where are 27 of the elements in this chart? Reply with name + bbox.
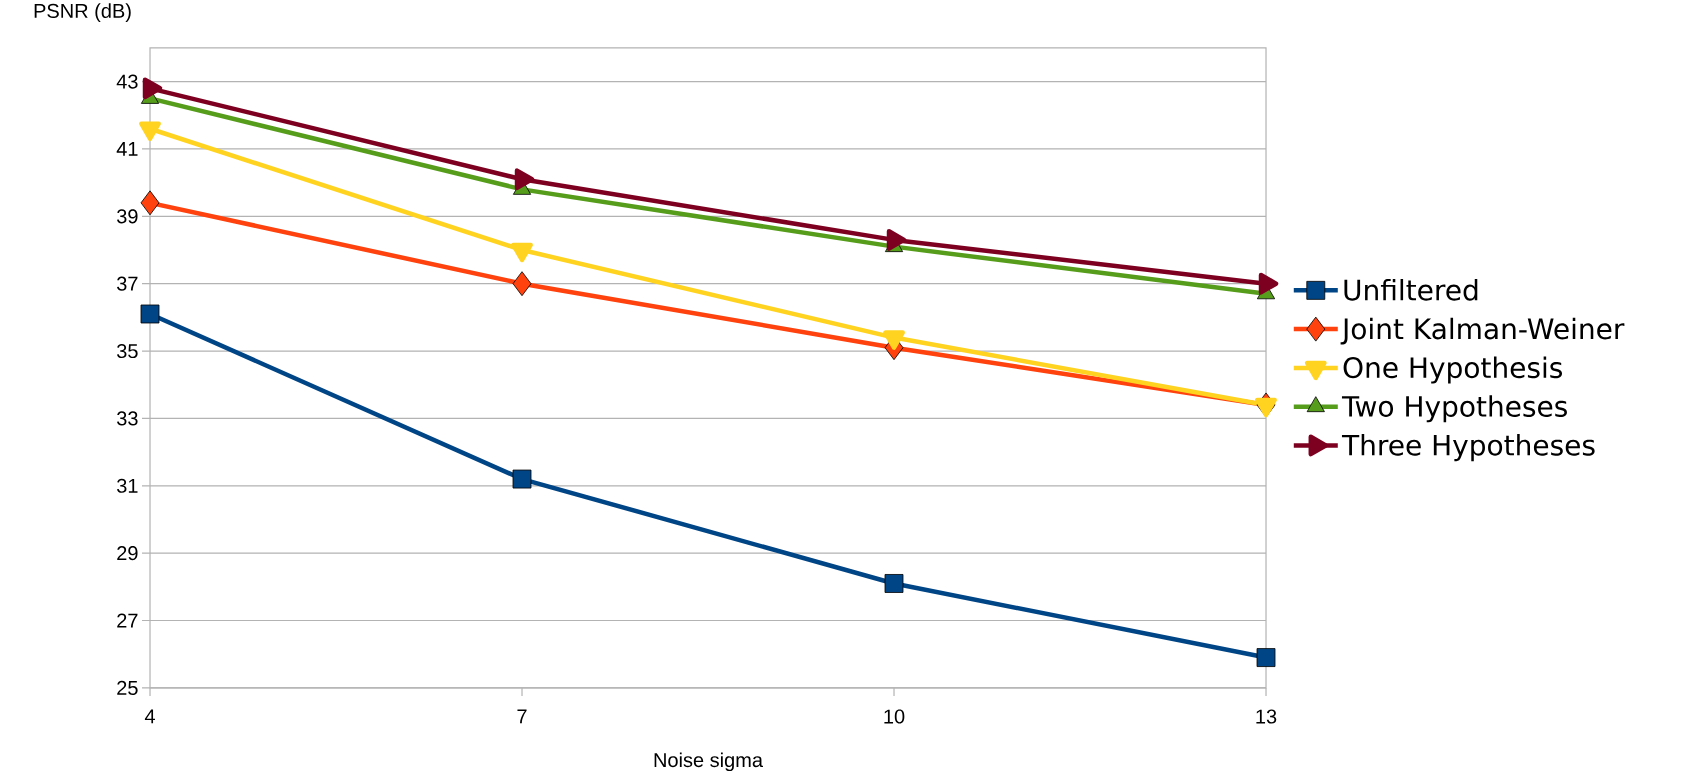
legend-label: Three Hypotheses [1341, 434, 1595, 462]
y-tick-label: 31 [117, 478, 138, 493]
x-tick-label: 13 [1256, 709, 1277, 724]
point [140, 190, 160, 216]
y-tick-label: 27 [117, 613, 138, 628]
x-tick-label: 10 [884, 709, 905, 724]
y-axis-title: PSNR (dB) [34, 3, 131, 23]
point [140, 304, 160, 324]
point [1256, 648, 1276, 668]
x-tick-label: 4 [144, 709, 155, 724]
x-tick-label: 7 [517, 709, 527, 724]
point [512, 271, 532, 297]
y-tick-label: 39 [117, 209, 138, 224]
point [512, 469, 532, 489]
y-tick-label: 37 [117, 276, 138, 291]
y-tick-label: 41 [116, 142, 138, 156]
legend-label: One Hypothesis [1343, 356, 1563, 384]
legend-label: Unfiltered [1344, 279, 1478, 301]
x-axis-title: Noise sigma [654, 752, 763, 772]
y-tick-label: 43 [116, 74, 138, 89]
legend-label: Two Hypotheses [1341, 395, 1567, 423]
y-tick-label: 33 [117, 411, 138, 426]
y-tick-label: 35 [117, 344, 138, 359]
point [884, 574, 904, 593]
y-tick-label: 25 [117, 680, 138, 696]
y-tick-label: 29 [117, 546, 138, 561]
legend-label: Joint Kalman-Weiner [1340, 317, 1625, 345]
